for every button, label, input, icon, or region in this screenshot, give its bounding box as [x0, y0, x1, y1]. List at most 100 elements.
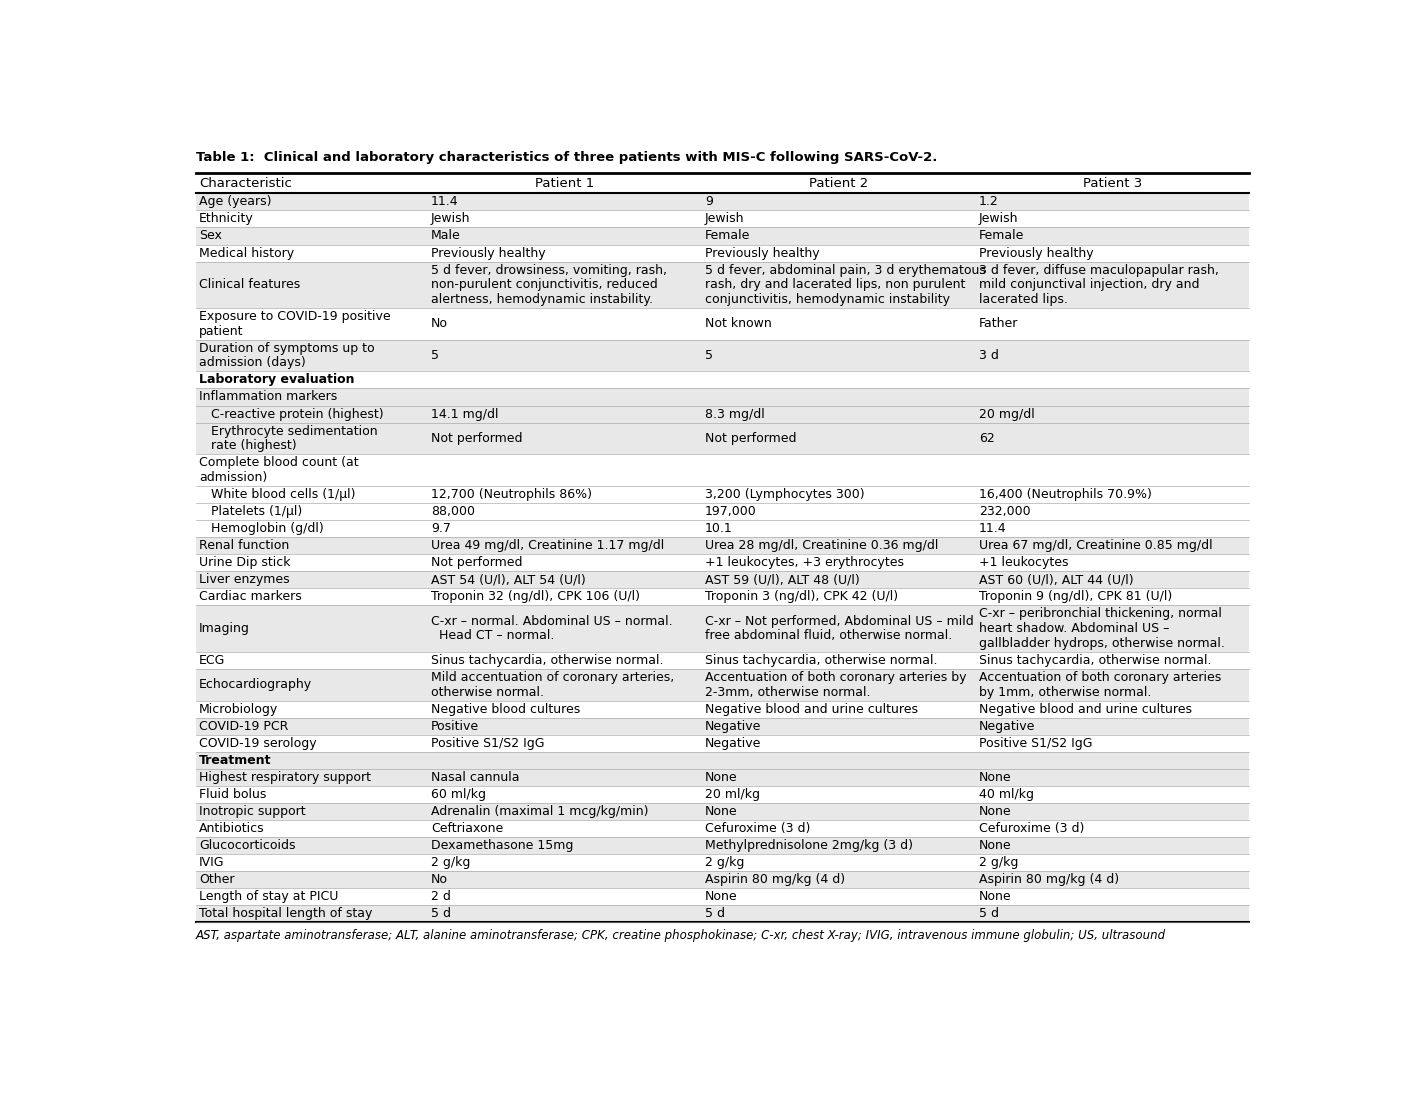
Bar: [196, 406, 1249, 422]
Text: Urine Dip stick: Urine Dip stick: [199, 556, 290, 569]
Text: +1 leukocytes, +3 erythrocytes: +1 leukocytes, +3 erythrocytes: [705, 556, 904, 569]
Text: 2 d: 2 d: [431, 890, 451, 903]
Text: admission): admission): [199, 471, 268, 484]
Text: by 1mm, otherwise normal.: by 1mm, otherwise normal.: [979, 686, 1151, 698]
Text: AST 54 (U/l), ALT 54 (U/l): AST 54 (U/l), ALT 54 (U/l): [431, 574, 585, 587]
Text: Previously healthy: Previously healthy: [431, 247, 546, 259]
Bar: [196, 486, 1249, 503]
Text: Negative blood and urine cultures: Negative blood and urine cultures: [979, 703, 1191, 716]
Text: ECG: ECG: [199, 654, 226, 667]
Text: 14.1 mg/dl: 14.1 mg/dl: [431, 407, 499, 420]
Text: 1.2: 1.2: [979, 195, 998, 208]
Text: Inflammation markers: Inflammation markers: [199, 390, 337, 404]
Text: Adrenalin (maximal 1 mcg/kg/min): Adrenalin (maximal 1 mcg/kg/min): [431, 805, 649, 818]
Bar: [196, 173, 1249, 193]
Text: Negative: Negative: [705, 737, 761, 750]
Text: Liver enzymes: Liver enzymes: [199, 574, 290, 587]
Text: patient: patient: [199, 324, 244, 338]
Text: Characteristic: Characteristic: [199, 176, 292, 190]
Text: None: None: [979, 771, 1011, 784]
Text: Not known: Not known: [705, 318, 771, 330]
Text: Negative blood and urine cultures: Negative blood and urine cultures: [705, 703, 918, 716]
Bar: [196, 652, 1249, 668]
Text: 9.7: 9.7: [431, 522, 451, 535]
Text: otherwise normal.: otherwise normal.: [431, 686, 544, 698]
Text: C-reactive protein (highest): C-reactive protein (highest): [199, 407, 384, 420]
Text: Female: Female: [979, 229, 1024, 243]
Bar: [196, 245, 1249, 261]
Text: 2 g/kg: 2 g/kg: [705, 856, 744, 869]
Text: Urea 49 mg/dl, Creatinine 1.17 mg/dl: Urea 49 mg/dl, Creatinine 1.17 mg/dl: [431, 539, 664, 553]
Text: Positive: Positive: [431, 719, 479, 732]
Text: Renal function: Renal function: [199, 539, 289, 553]
Bar: [196, 454, 1249, 486]
Text: Laboratory evaluation: Laboratory evaluation: [199, 374, 355, 386]
Text: White blood cells (1/μl): White blood cells (1/μl): [199, 488, 355, 501]
Text: Not performed: Not performed: [431, 432, 523, 445]
Text: gallbladder hydrops, otherwise normal.: gallbladder hydrops, otherwise normal.: [979, 636, 1225, 650]
Text: 2-3mm, otherwise normal.: 2-3mm, otherwise normal.: [705, 686, 870, 698]
Text: Positive S1/S2 IgG: Positive S1/S2 IgG: [431, 737, 544, 750]
Bar: [196, 888, 1249, 906]
Bar: [196, 588, 1249, 606]
Bar: [196, 372, 1249, 388]
Text: Sinus tachycardia, otherwise normal.: Sinus tachycardia, otherwise normal.: [431, 654, 664, 667]
Text: Ceftriaxone: Ceftriaxone: [431, 822, 503, 835]
Text: C-xr – peribronchial thickening, normal: C-xr – peribronchial thickening, normal: [979, 608, 1221, 620]
Text: 11.4: 11.4: [431, 195, 458, 208]
Bar: [196, 803, 1249, 820]
Text: C-xr – normal. Abdominal US – normal.: C-xr – normal. Abdominal US – normal.: [431, 614, 673, 628]
Text: Imaging: Imaging: [199, 622, 250, 635]
Text: Nasal cannula: Nasal cannula: [431, 771, 519, 784]
Text: Not performed: Not performed: [705, 432, 797, 445]
Bar: [196, 752, 1249, 769]
Text: Fluid bolus: Fluid bolus: [199, 788, 266, 801]
Text: free abdominal fluid, otherwise normal.: free abdominal fluid, otherwise normal.: [705, 630, 952, 642]
Text: 12,700 (Neutrophils 86%): 12,700 (Neutrophils 86%): [431, 488, 592, 501]
Text: Echocardiography: Echocardiography: [199, 678, 313, 692]
Text: Dexamethasone 15mg: Dexamethasone 15mg: [431, 839, 574, 852]
Text: Positive S1/S2 IgG: Positive S1/S2 IgG: [979, 737, 1093, 750]
Text: Patient 1: Patient 1: [534, 176, 594, 190]
Text: Urea 28 mg/dl, Creatinine 0.36 mg/dl: Urea 28 mg/dl, Creatinine 0.36 mg/dl: [705, 539, 938, 553]
Text: Previously healthy: Previously healthy: [979, 247, 1093, 259]
Text: Inotropic support: Inotropic support: [199, 805, 306, 818]
Text: IVIG: IVIG: [199, 856, 224, 869]
Text: Cefuroxime (3 d): Cefuroxime (3 d): [979, 822, 1084, 835]
Text: Length of stay at PICU: Length of stay at PICU: [199, 890, 338, 903]
Text: Negative: Negative: [705, 719, 761, 732]
Text: Male: Male: [431, 229, 461, 243]
Text: 9: 9: [705, 195, 712, 208]
Bar: [196, 227, 1249, 245]
Bar: [196, 308, 1249, 340]
Text: Female: Female: [705, 229, 750, 243]
Text: Microbiology: Microbiology: [199, 703, 278, 716]
Text: AST, aspartate aminotransferase; ALT, alanine aminotransferase; CPK, creatine ph: AST, aspartate aminotransferase; ALT, al…: [196, 929, 1166, 942]
Bar: [196, 837, 1249, 854]
Text: lacerated lips.: lacerated lips.: [979, 293, 1067, 306]
Text: Aspirin 80 mg/kg (4 d): Aspirin 80 mg/kg (4 d): [979, 874, 1120, 886]
Text: 3 d fever, diffuse maculopapular rash,: 3 d fever, diffuse maculopapular rash,: [979, 264, 1218, 277]
Text: 3 d: 3 d: [979, 349, 998, 362]
Text: 5 d: 5 d: [979, 907, 998, 920]
Bar: [196, 871, 1249, 888]
Text: 10.1: 10.1: [705, 522, 733, 535]
Text: Accentuation of both coronary arteries: Accentuation of both coronary arteries: [979, 671, 1221, 684]
Text: 3,200 (Lymphocytes 300): 3,200 (Lymphocytes 300): [705, 488, 864, 501]
Bar: [196, 571, 1249, 588]
Text: 232,000: 232,000: [979, 505, 1031, 518]
Bar: [196, 261, 1249, 308]
Text: Cefuroxime (3 d): Cefuroxime (3 d): [705, 822, 811, 835]
Text: Mild accentuation of coronary arteries,: Mild accentuation of coronary arteries,: [431, 671, 674, 684]
Text: None: None: [979, 890, 1011, 903]
Text: 5 d fever, drowsiness, vomiting, rash,: 5 d fever, drowsiness, vomiting, rash,: [431, 264, 667, 277]
Text: rate (highest): rate (highest): [199, 439, 298, 452]
Text: Accentuation of both coronary arteries by: Accentuation of both coronary arteries b…: [705, 671, 966, 684]
Text: heart shadow. Abdominal US –: heart shadow. Abdominal US –: [979, 622, 1169, 635]
Text: Treatment: Treatment: [199, 753, 272, 767]
Text: conjunctivitis, hemodynamic instability: conjunctivitis, hemodynamic instability: [705, 293, 950, 306]
Text: Highest respiratory support: Highest respiratory support: [199, 771, 371, 784]
Text: None: None: [705, 771, 737, 784]
Bar: [196, 554, 1249, 571]
Text: 11.4: 11.4: [979, 522, 1007, 535]
